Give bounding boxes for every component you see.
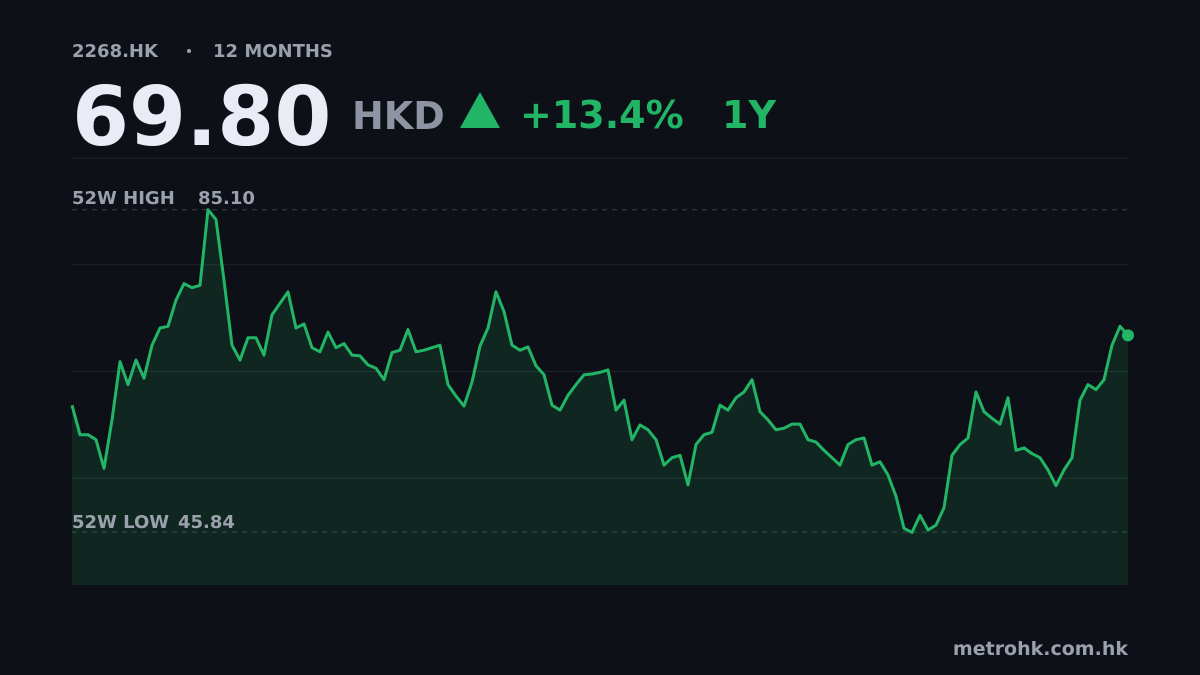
- change: +13.4%: [520, 93, 684, 137]
- high-value: 85.10: [198, 188, 255, 209]
- last-point: [1122, 329, 1134, 342]
- plot: [70, 208, 1134, 585]
- source: metrohk.com.hk: [953, 638, 1128, 660]
- separator-dot: [187, 49, 191, 53]
- high-label: 52W HIGH: [72, 188, 175, 209]
- period: 12 MONTHS: [213, 41, 333, 62]
- currency: HKD: [352, 94, 445, 138]
- price-line: [70, 208, 1130, 534]
- low-label: 52W LOW: [72, 512, 169, 533]
- ticker: 2268.HK: [72, 41, 159, 62]
- area: [72, 209, 1128, 585]
- low-value: 45.84: [178, 512, 235, 533]
- change-period: 1Y: [722, 93, 776, 137]
- up-arrow: [460, 92, 500, 128]
- price: 69.80: [72, 70, 331, 165]
